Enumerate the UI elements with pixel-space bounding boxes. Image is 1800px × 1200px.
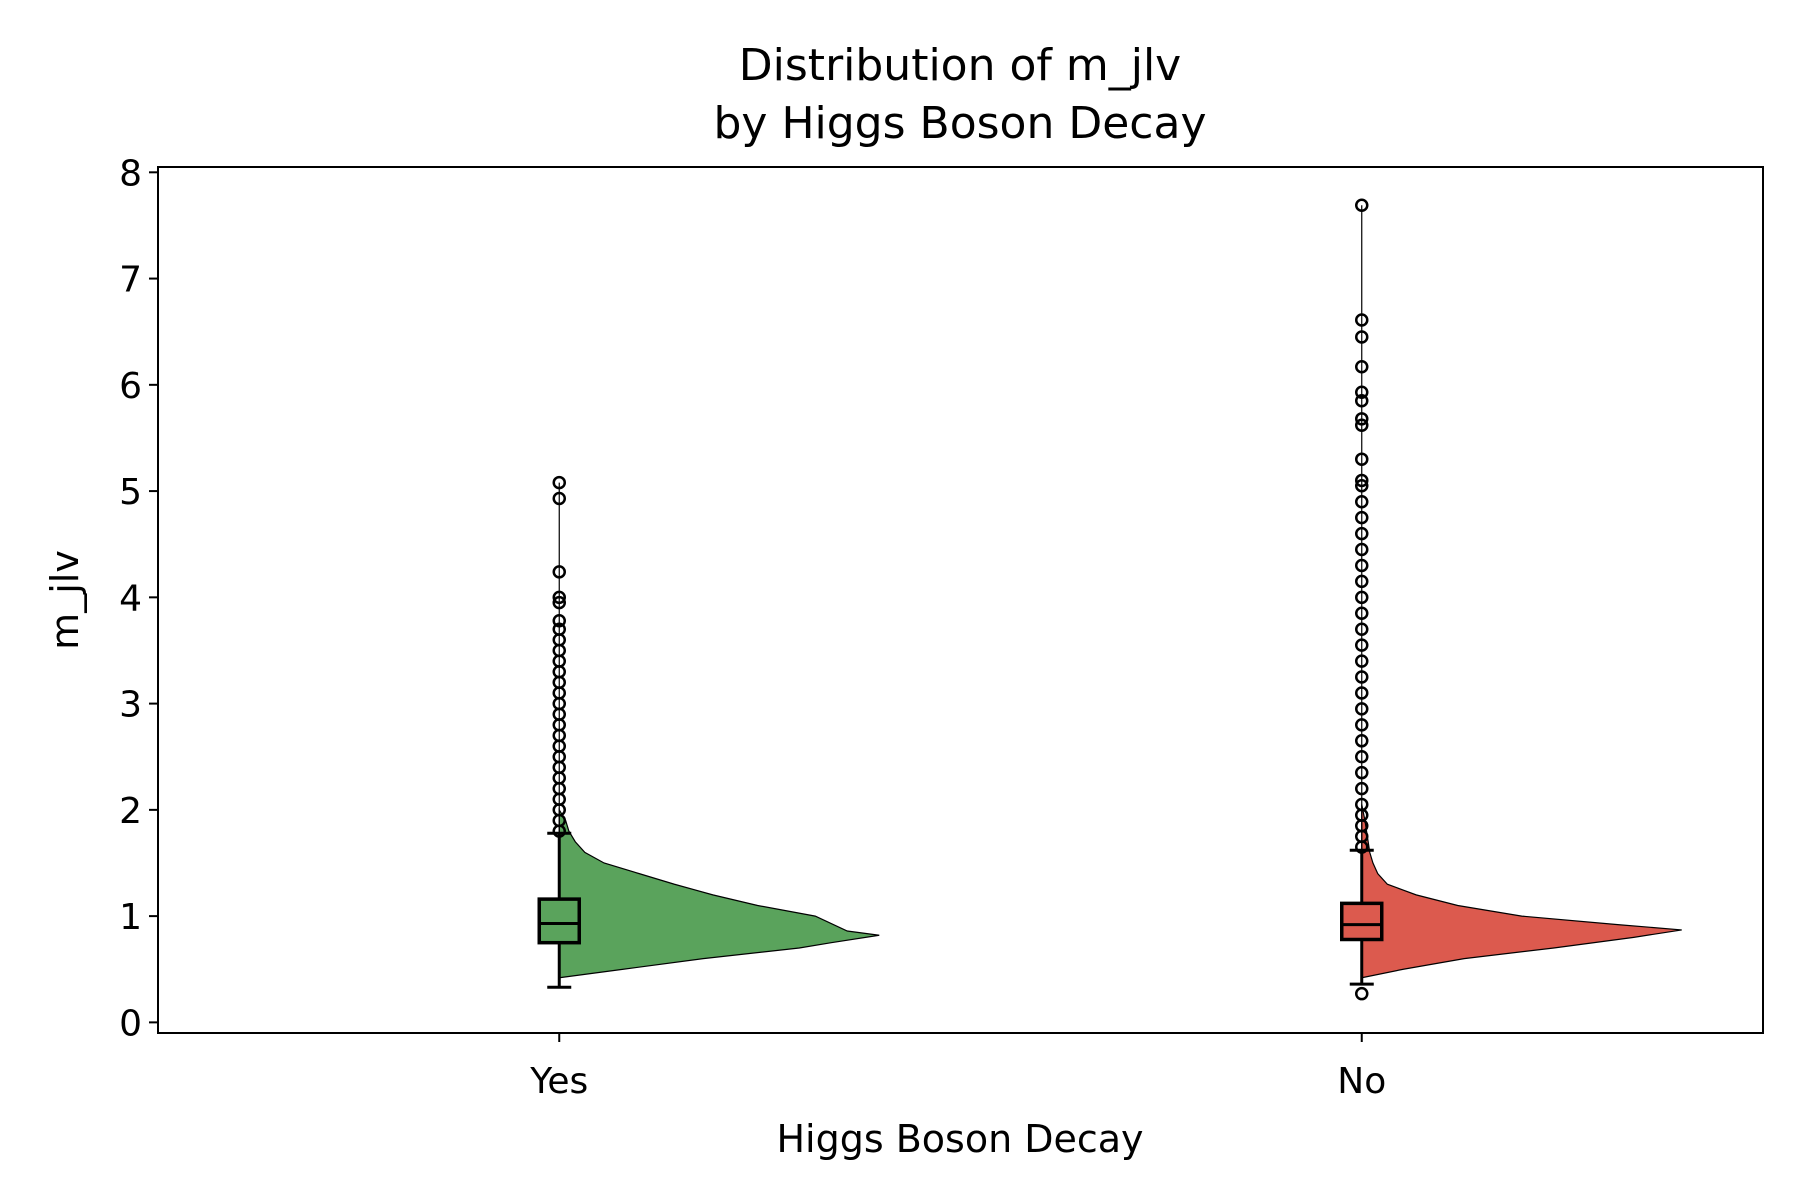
y-tick-label-2: 2 [119, 791, 142, 832]
outlier-point-yes [552, 491, 566, 506]
y-tick-label-5: 5 [119, 472, 142, 513]
y-axis-label: m_jlv [43, 550, 87, 650]
violin-yes [558, 807, 880, 979]
outlier-point-no [1355, 749, 1369, 764]
x-axis-label: Higgs Boson Decay [776, 1117, 1143, 1161]
outlier-point-no [1355, 385, 1369, 400]
y-tick-label-0: 0 [119, 1003, 142, 1044]
outlier-point-no [1355, 574, 1369, 589]
outlier-point-yes [552, 622, 566, 636]
outlier-point-no [1355, 479, 1369, 493]
outlier-point-no [1355, 606, 1369, 621]
outlier-point-no [1355, 765, 1369, 780]
y-tick-label-7: 7 [119, 260, 142, 301]
y-tick-label-8: 8 [119, 153, 142, 194]
outlier-point-no [1355, 986, 1369, 1001]
y-tick-label-1: 1 [119, 897, 142, 938]
chart-title-line1: Distribution of m_jlv [739, 40, 1181, 91]
x-tick-label-yes: Yes [529, 1061, 588, 1102]
outlier-point-no [1355, 797, 1369, 812]
outlier-point-no [1355, 394, 1369, 408]
y-axis: 0 1 2 3 4 5 6 7 8 [119, 153, 158, 1044]
outlier-point-no [1355, 418, 1369, 432]
outlier-point-no [1355, 718, 1369, 732]
outlier-point-no [1355, 622, 1369, 636]
outlier-point-yes [552, 475, 566, 490]
outlier-point-yes [552, 613, 566, 628]
outlier-point-no [1355, 686, 1369, 700]
chart-title-line2: by Higgs Boson Decay [713, 98, 1206, 149]
outlier-point-no [1355, 360, 1369, 374]
outlier-point-no [1355, 526, 1369, 541]
outlier-point-no [1355, 654, 1369, 668]
outlier-point-no [1355, 473, 1369, 488]
plot-area [537, 198, 1682, 1001]
plot-frame [157, 166, 1764, 1034]
outlier-point-no [1355, 702, 1369, 716]
outlier-point-no [1355, 313, 1369, 327]
outlier-point-no [1355, 638, 1369, 652]
outlier-point-no [1355, 542, 1369, 557]
violin-no [1361, 804, 1682, 979]
outlier-point-no [1355, 330, 1369, 344]
outlier-point-yes [552, 565, 566, 579]
outlier-point-no [1355, 510, 1369, 525]
x-tick-label-no: No [1337, 1061, 1386, 1102]
outlier-point-no [1355, 670, 1369, 684]
outlier-point-no [1355, 412, 1369, 426]
x-axis: Yes No [529, 1033, 1386, 1102]
outlier-point-no [1355, 494, 1369, 509]
outlier-point-no [1355, 558, 1369, 573]
outlier-point-no [1355, 590, 1369, 605]
box-no [1340, 901, 1384, 942]
outlier-point-yes [552, 590, 566, 605]
outlier-point-no [1355, 452, 1369, 466]
outlier-point-yes [552, 595, 566, 610]
y-tick-label-6: 6 [119, 366, 142, 407]
box-yes [537, 897, 581, 945]
outlier-point-no [1355, 734, 1369, 748]
y-tick-label-4: 4 [119, 578, 142, 619]
outlier-point-no [1355, 781, 1369, 796]
outlier-point-no [1355, 198, 1369, 213]
y-tick-label-3: 3 [119, 685, 142, 726]
